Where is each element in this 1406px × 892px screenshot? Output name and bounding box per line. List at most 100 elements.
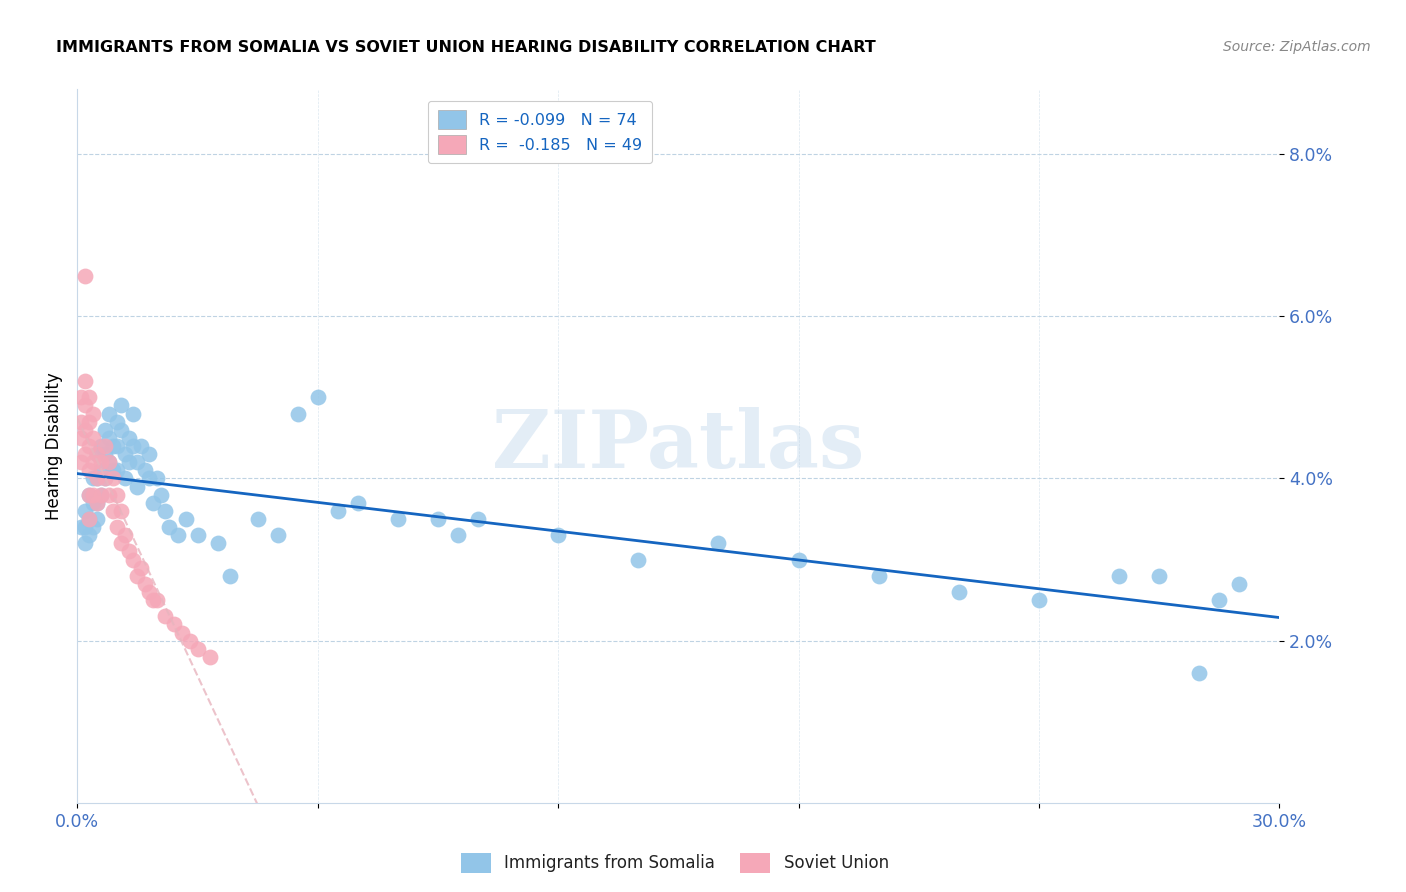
- Point: [79, 488, 101, 502]
- Point: [707, 536, 730, 550]
- Point: [82, 488, 104, 502]
- Point: [94, 423, 117, 437]
- Point: [134, 463, 156, 477]
- Point: [547, 528, 569, 542]
- Legend: Immigrants from Somalia, Soviet Union: Immigrants from Somalia, Soviet Union: [454, 847, 896, 880]
- Point: [198, 649, 221, 664]
- Point: [122, 407, 145, 421]
- Y-axis label: Hearing Disability: Hearing Disability: [45, 372, 63, 520]
- Point: [86, 496, 108, 510]
- Point: [127, 455, 149, 469]
- Point: [127, 479, 149, 493]
- Point: [467, 512, 489, 526]
- Point: [155, 504, 177, 518]
- Point: [103, 439, 125, 453]
- Point: [447, 528, 470, 542]
- Point: [70, 390, 93, 404]
- Point: [1188, 666, 1211, 681]
- Point: [75, 374, 97, 388]
- Point: [246, 512, 269, 526]
- Point: [70, 415, 93, 429]
- Point: [146, 593, 169, 607]
- Point: [79, 512, 101, 526]
- Point: [134, 577, 156, 591]
- Point: [122, 439, 145, 453]
- Point: [98, 455, 121, 469]
- Point: [86, 471, 108, 485]
- Point: [150, 488, 173, 502]
- Point: [94, 471, 117, 485]
- Point: [287, 407, 309, 421]
- Point: [70, 455, 93, 469]
- Point: [142, 593, 165, 607]
- Point: [82, 471, 104, 485]
- Point: [98, 488, 121, 502]
- Point: [79, 439, 101, 453]
- Point: [127, 568, 149, 582]
- Point: [75, 536, 97, 550]
- Point: [98, 455, 121, 469]
- Point: [70, 431, 93, 445]
- Point: [110, 504, 132, 518]
- Point: [82, 431, 104, 445]
- Point: [82, 407, 104, 421]
- Point: [110, 536, 132, 550]
- Point: [218, 568, 240, 582]
- Point: [146, 471, 169, 485]
- Point: [79, 488, 101, 502]
- Point: [79, 390, 101, 404]
- Point: [90, 455, 112, 469]
- Point: [75, 447, 97, 461]
- Point: [787, 552, 810, 566]
- Point: [170, 625, 193, 640]
- Point: [75, 268, 97, 283]
- Point: [90, 488, 112, 502]
- Point: [110, 399, 132, 413]
- Point: [98, 431, 121, 445]
- Point: [179, 633, 201, 648]
- Point: [1208, 593, 1230, 607]
- Point: [1149, 568, 1171, 582]
- Point: [90, 488, 112, 502]
- Point: [142, 496, 165, 510]
- Point: [326, 504, 349, 518]
- Point: [267, 528, 290, 542]
- Point: [79, 415, 101, 429]
- Point: [131, 439, 153, 453]
- Point: [174, 512, 197, 526]
- Point: [186, 528, 209, 542]
- Point: [166, 528, 188, 542]
- Legend: R = -0.099   N = 74, R =  -0.185   N = 49: R = -0.099 N = 74, R = -0.185 N = 49: [427, 101, 652, 163]
- Point: [1108, 568, 1130, 582]
- Point: [75, 504, 97, 518]
- Point: [82, 455, 104, 469]
- Point: [162, 617, 184, 632]
- Text: ZIPatlas: ZIPatlas: [492, 407, 865, 485]
- Point: [94, 447, 117, 461]
- Point: [107, 439, 129, 453]
- Point: [86, 496, 108, 510]
- Point: [114, 447, 136, 461]
- Point: [82, 520, 104, 534]
- Point: [159, 520, 181, 534]
- Point: [186, 641, 209, 656]
- Point: [94, 439, 117, 453]
- Point: [118, 431, 141, 445]
- Point: [1028, 593, 1050, 607]
- Point: [868, 568, 890, 582]
- Point: [86, 447, 108, 461]
- Point: [94, 471, 117, 485]
- Point: [118, 544, 141, 558]
- Point: [98, 407, 121, 421]
- Point: [387, 512, 409, 526]
- Point: [82, 496, 104, 510]
- Point: [86, 447, 108, 461]
- Point: [90, 463, 112, 477]
- Point: [86, 471, 108, 485]
- Point: [70, 520, 93, 534]
- Point: [86, 512, 108, 526]
- Point: [75, 520, 97, 534]
- Point: [138, 447, 160, 461]
- Point: [107, 463, 129, 477]
- Text: IMMIGRANTS FROM SOMALIA VS SOVIET UNION HEARING DISABILITY CORRELATION CHART: IMMIGRANTS FROM SOMALIA VS SOVIET UNION …: [56, 40, 876, 55]
